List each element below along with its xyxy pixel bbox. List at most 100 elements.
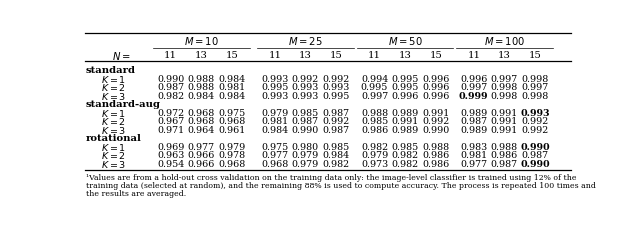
Text: 0.985: 0.985 [392, 142, 419, 151]
Text: 11: 11 [368, 51, 381, 60]
Text: 0.998: 0.998 [491, 83, 518, 92]
Text: 0.995: 0.995 [392, 74, 419, 84]
Text: 0.971: 0.971 [157, 125, 184, 134]
Text: 0.979: 0.979 [261, 108, 289, 117]
Text: 0.994: 0.994 [361, 74, 388, 84]
Text: training data (selected at random), and the remaining 88% is used to compute acc: training data (selected at random), and … [86, 181, 596, 189]
Text: 0.990: 0.990 [292, 125, 319, 134]
Text: 0.982: 0.982 [323, 159, 349, 168]
Text: 0.977: 0.977 [188, 142, 215, 151]
Text: the results are averaged.: the results are averaged. [86, 189, 186, 197]
Text: 11: 11 [164, 51, 177, 60]
Text: 0.987: 0.987 [292, 117, 319, 126]
Text: 0.988: 0.988 [491, 142, 518, 151]
Text: 0.968: 0.968 [188, 117, 215, 126]
Text: $M = 100$: $M = 100$ [484, 35, 525, 47]
Text: 0.987: 0.987 [323, 125, 349, 134]
Text: 0.995: 0.995 [323, 92, 349, 100]
Text: 0.977: 0.977 [460, 159, 487, 168]
Text: 0.966: 0.966 [188, 150, 215, 160]
Text: 0.966: 0.966 [188, 159, 215, 168]
Text: 0.981: 0.981 [218, 83, 245, 92]
Text: 0.993: 0.993 [261, 92, 289, 100]
Text: 0.993: 0.993 [292, 92, 319, 100]
Text: $M = 50$: $M = 50$ [388, 35, 422, 47]
Text: 0.988: 0.988 [188, 83, 215, 92]
Text: 0.997: 0.997 [522, 83, 548, 92]
Text: $K = 3$: $K = 3$ [101, 90, 126, 102]
Text: 0.989: 0.989 [460, 108, 488, 117]
Text: 0.984: 0.984 [323, 150, 349, 160]
Text: $K = 1$: $K = 1$ [101, 74, 126, 85]
Text: 0.961: 0.961 [218, 125, 246, 134]
Text: 0.973: 0.973 [361, 159, 388, 168]
Text: 0.995: 0.995 [361, 83, 388, 92]
Text: $K = 3$: $K = 3$ [101, 158, 126, 169]
Text: 0.995: 0.995 [392, 83, 419, 92]
Text: 0.963: 0.963 [157, 150, 184, 160]
Text: 0.993: 0.993 [261, 74, 289, 84]
Text: $M = 25$: $M = 25$ [288, 35, 323, 47]
Text: 0.989: 0.989 [460, 125, 488, 134]
Text: 0.992: 0.992 [522, 117, 548, 126]
Text: 0.991: 0.991 [491, 117, 518, 126]
Text: 0.985: 0.985 [323, 142, 349, 151]
Text: 11: 11 [467, 51, 480, 60]
Text: 0.990: 0.990 [157, 74, 184, 84]
Text: 0.984: 0.984 [261, 125, 289, 134]
Text: 0.991: 0.991 [491, 125, 518, 134]
Text: $N =$: $N =$ [112, 49, 131, 61]
Text: 0.995: 0.995 [261, 83, 289, 92]
Text: 0.981: 0.981 [460, 150, 487, 160]
Text: 0.996: 0.996 [422, 92, 449, 100]
Text: 0.996: 0.996 [460, 74, 488, 84]
Text: 15: 15 [429, 51, 442, 60]
Text: $K = 2$: $K = 2$ [101, 82, 126, 93]
Text: 0.975: 0.975 [261, 142, 289, 151]
Text: ¹Values are from a hold-out cross validation on the training data only: the imag: ¹Values are from a hold-out cross valida… [86, 173, 577, 181]
Text: 0.998: 0.998 [491, 92, 518, 100]
Text: 0.997: 0.997 [491, 74, 518, 84]
Text: 13: 13 [399, 51, 412, 60]
Text: 0.968: 0.968 [218, 117, 246, 126]
Text: 0.972: 0.972 [157, 108, 184, 117]
Text: 0.998: 0.998 [522, 74, 548, 84]
Text: 0.977: 0.977 [261, 150, 289, 160]
Text: 0.996: 0.996 [422, 74, 449, 84]
Text: $M = 10$: $M = 10$ [184, 35, 219, 47]
Text: 0.988: 0.988 [188, 74, 215, 84]
Text: 0.967: 0.967 [157, 117, 184, 126]
Text: 0.993: 0.993 [292, 83, 319, 92]
Text: 0.982: 0.982 [392, 150, 419, 160]
Text: 0.984: 0.984 [218, 92, 245, 100]
Text: 13: 13 [299, 51, 312, 60]
Text: 0.992: 0.992 [323, 117, 349, 126]
Text: 0.979: 0.979 [361, 150, 388, 160]
Text: 0.969: 0.969 [157, 142, 184, 151]
Text: 0.968: 0.968 [261, 159, 289, 168]
Text: 0.987: 0.987 [323, 108, 349, 117]
Text: 0.997: 0.997 [361, 92, 388, 100]
Text: 0.997: 0.997 [460, 83, 488, 92]
Text: $K = 2$: $K = 2$ [101, 116, 126, 127]
Text: $K = 2$: $K = 2$ [101, 150, 126, 160]
Text: 0.987: 0.987 [522, 150, 548, 160]
Text: 0.988: 0.988 [422, 142, 449, 151]
Text: 0.968: 0.968 [188, 108, 215, 117]
Text: 0.982: 0.982 [361, 142, 388, 151]
Text: 0.999: 0.999 [459, 92, 488, 100]
Text: 0.986: 0.986 [361, 125, 388, 134]
Text: 0.991: 0.991 [422, 108, 449, 117]
Text: 0.986: 0.986 [422, 159, 449, 168]
Text: 0.993: 0.993 [323, 83, 349, 92]
Text: 0.968: 0.968 [218, 159, 246, 168]
Text: 15: 15 [330, 51, 342, 60]
Text: 0.979: 0.979 [292, 159, 319, 168]
Text: 15: 15 [225, 51, 238, 60]
Text: 0.979: 0.979 [218, 142, 246, 151]
Text: 0.991: 0.991 [491, 108, 518, 117]
Text: 0.984: 0.984 [218, 74, 245, 84]
Text: 15: 15 [529, 51, 541, 60]
Text: 0.980: 0.980 [292, 142, 319, 151]
Text: 0.993: 0.993 [520, 108, 550, 117]
